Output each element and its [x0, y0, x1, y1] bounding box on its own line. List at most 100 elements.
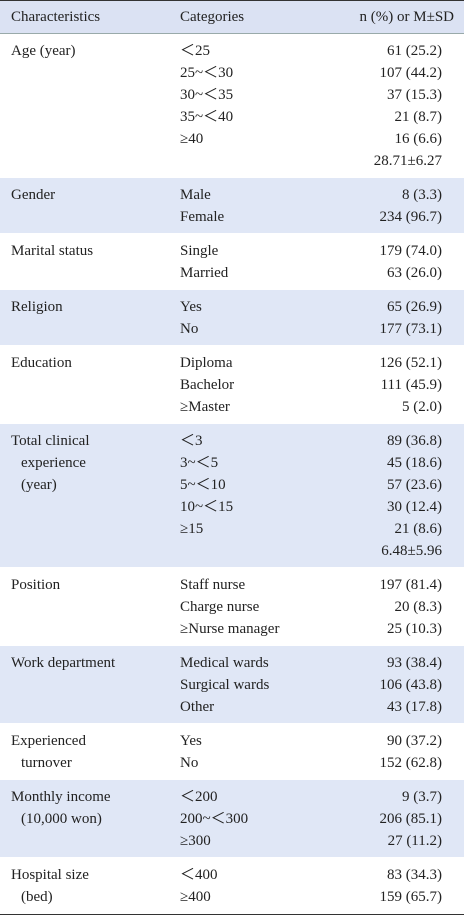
table-group: Position Staff nurse Charge nurse ≥Nurse ma…: [0, 568, 464, 646]
characteristic-cell: Gender: [0, 184, 180, 228]
value-text: 27 (11.2): [387, 833, 442, 849]
table-group: Monthly income (10,000 won) ＜200 200~＜300 ≥3…: [0, 780, 464, 858]
characteristic-cell: Total clinical experience (year): [0, 430, 180, 562]
characteristic-text: (10,000 won): [21, 811, 102, 827]
characteristic-text: Total clinical: [11, 433, 90, 449]
characteristic-text: Marital status: [11, 243, 94, 259]
characteristic-cell: Hospital size (bed): [0, 864, 180, 908]
characteristic-text: Gender: [11, 187, 56, 203]
category-text: No: [180, 755, 199, 771]
characteristic-cell: Age (year): [0, 40, 180, 172]
value-text: 6.48±5.96: [381, 543, 442, 559]
characteristic-cell: Religion: [0, 296, 180, 340]
category-text: Bachelor: [180, 377, 235, 393]
category-text: ≥300: [180, 833, 211, 849]
category-text: Male: [180, 187, 211, 203]
value-text: 159 (65.7): [379, 889, 443, 905]
value-text: 57 (23.6): [387, 477, 442, 493]
value-cell: 65 (26.9) 177 (73.1): [340, 296, 443, 340]
category-spacer: [180, 150, 340, 172]
header-cell: Characteristics: [11, 9, 101, 25]
category-cell: Male Female: [180, 184, 340, 228]
header-cell: Categories: [180, 9, 245, 25]
value-text: 9 (3.7): [402, 789, 442, 805]
category-cell: Yes No: [180, 730, 340, 774]
value-cell: 126 (52.1) 111 (45.9) 5 (2.0): [340, 352, 443, 418]
value-cell: 83 (34.3) 159 (65.7): [340, 864, 443, 908]
table-body: Age (year) ＜25 25~＜30 30~＜35 35~＜40 ≥40 61 (25…: [0, 34, 464, 914]
value-cell: 179 (74.0) 63 (26.0): [340, 240, 443, 284]
category-text: 25~＜30: [180, 65, 234, 81]
category-cell: Staff nurse Charge nurse ≥Nurse manager: [180, 574, 340, 640]
category-text: 200~＜300: [180, 811, 249, 827]
characteristic-text: Experienced: [11, 733, 86, 749]
characteristic-cell: Marital status: [0, 240, 180, 284]
category-text: ≥Nurse manager: [180, 621, 280, 637]
characteristic-text: Age (year): [11, 43, 76, 59]
value-text: 206 (85.1): [379, 811, 443, 827]
value-text: 63 (26.0): [387, 265, 442, 281]
value-text: 45 (18.6): [387, 455, 442, 471]
category-cell: ＜3 3~＜5 5~＜10 10~＜15 ≥15: [180, 430, 340, 562]
value-text: 93 (38.4): [387, 655, 442, 671]
category-text: 35~＜40: [180, 109, 234, 125]
category-cell: Medical wards Surgical wards Other: [180, 652, 340, 718]
characteristic-cell: Work department: [0, 652, 180, 718]
table-group: Marital status Single Married 179 (74.0) 63 …: [0, 234, 464, 290]
category-text: Yes: [180, 733, 202, 749]
characteristic-text: Monthly income: [11, 789, 111, 805]
category-cell: Yes No: [180, 296, 340, 340]
value-cell: 90 (37.2) 152 (62.8): [340, 730, 443, 774]
value-text: 25 (10.3): [387, 621, 442, 637]
category-text: Single: [180, 243, 219, 259]
category-spacer: [180, 540, 340, 562]
value-text: 37 (15.3): [387, 87, 442, 103]
value-text: 43 (17.8): [387, 699, 442, 715]
table-header: Characteristics Categories n (%) or M±SD: [0, 0, 464, 34]
value-text: 197 (81.4): [379, 577, 443, 593]
value-text: 65 (26.9): [387, 299, 442, 315]
value-text: 90 (37.2): [387, 733, 442, 749]
characteristic-cell: Monthly income (10,000 won): [0, 786, 180, 852]
table-bottom-rule: [0, 914, 464, 915]
category-text: 3~＜5: [180, 455, 219, 471]
characteristic-text: (year): [21, 477, 57, 493]
value-text: 5 (2.0): [402, 399, 442, 415]
category-text: Yes: [180, 299, 202, 315]
category-text: ≥400: [180, 889, 211, 905]
category-text: ≥Master: [180, 399, 230, 415]
category-cell: Diploma Bachelor ≥Master: [180, 352, 340, 418]
category-text: Diploma: [180, 355, 233, 371]
characteristic-text: Position: [11, 577, 61, 593]
value-text: 28.71±6.27: [373, 153, 442, 169]
characteristic-text: experience: [21, 455, 86, 471]
value-cell: 9 (3.7) 206 (85.1) 27 (11.2): [340, 786, 443, 852]
category-text: ＜3: [180, 433, 203, 449]
category-text: Staff nurse: [180, 577, 246, 593]
characteristic-cell: Education: [0, 352, 180, 418]
table-group: Gender Male Female 8 (3.3) 234 (96.7): [0, 178, 464, 234]
category-text: Charge nurse: [180, 599, 260, 615]
value-text: 16 (6.6): [394, 131, 443, 147]
category-text: ＜25: [180, 43, 211, 59]
value-cell: 93 (38.4) 106 (43.8) 43 (17.8): [340, 652, 443, 718]
value-cell: 8 (3.3) 234 (96.7): [340, 184, 443, 228]
characteristic-text: Hospital size: [11, 867, 89, 883]
table-group: Age (year) ＜25 25~＜30 30~＜35 35~＜40 ≥40 61 (25…: [0, 34, 464, 178]
value-cell: 197 (81.4) 20 (8.3) 25 (10.3): [340, 574, 443, 640]
table-group: Work department Medical wards Surgical war…: [0, 646, 464, 724]
category-text: Married: [180, 265, 229, 281]
characteristic-text: (bed): [21, 889, 53, 905]
characteristic-cell: Experienced turnover: [0, 730, 180, 774]
table-group: Religion Yes No 65 (26.9) 177 (73.1): [0, 290, 464, 346]
table-group: Hospital size (bed) ＜400 ≥400 83 (34.3) 159 (…: [0, 858, 464, 914]
category-text: ≥15: [180, 521, 204, 537]
category-cell: Single Married: [180, 240, 340, 284]
category-cell: ＜200 200~＜300 ≥300: [180, 786, 340, 852]
value-text: 30 (12.4): [387, 499, 442, 515]
value-text: 21 (8.7): [394, 109, 443, 125]
value-text: 61 (25.2): [387, 43, 442, 59]
value-text: 179 (74.0): [379, 243, 443, 259]
category-cell: ＜25 25~＜30 30~＜35 35~＜40 ≥40: [180, 40, 340, 172]
